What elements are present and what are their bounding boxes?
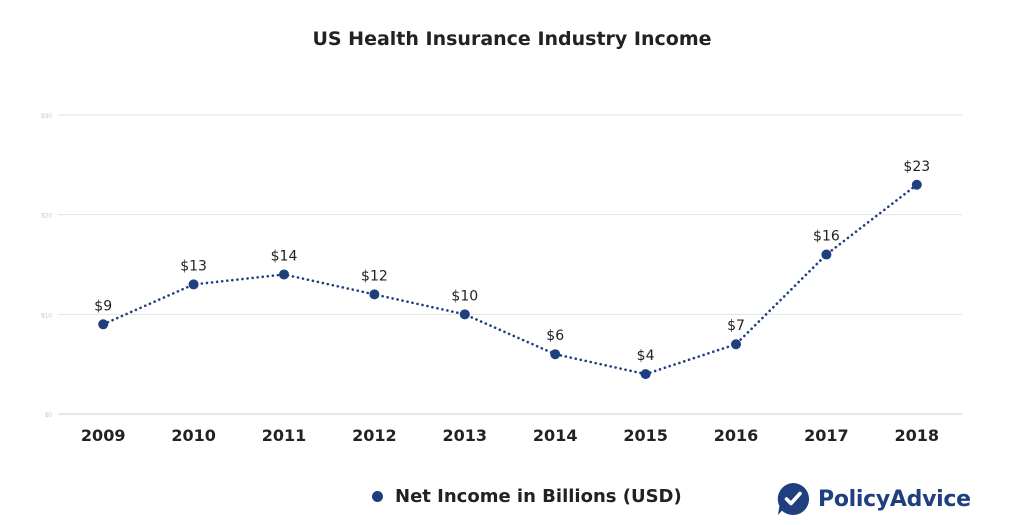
data-point — [279, 269, 289, 280]
data-label: $6 — [546, 328, 564, 344]
data-point — [98, 319, 109, 330]
x-tick-label: 2017 — [804, 426, 849, 445]
x-tick-label: 2011 — [262, 426, 307, 445]
y-tick-label: $0 — [45, 412, 53, 419]
legend-marker — [372, 491, 383, 502]
legend-label: Net Income in Billions (USD) — [395, 486, 682, 507]
data-label: $9 — [94, 298, 112, 314]
data-point — [369, 289, 380, 300]
y-tick-label: $10 — [41, 312, 52, 319]
data-point — [731, 339, 741, 350]
y-tick-label: $30 — [41, 113, 52, 120]
chart-title: US Health Insurance Industry Income — [312, 28, 712, 50]
x-tick-label: 2018 — [895, 426, 940, 445]
data-label: $4 — [637, 348, 655, 364]
data-label: $10 — [451, 288, 478, 304]
data-point — [550, 349, 561, 360]
brand-name: PolicyAdvice — [818, 486, 971, 512]
data-label: $12 — [361, 268, 388, 284]
x-tick-label: 2014 — [533, 426, 578, 445]
data-label: $13 — [180, 258, 207, 274]
data-point — [911, 179, 922, 190]
data-label: $16 — [813, 229, 840, 245]
y-tick-label: $20 — [41, 213, 52, 220]
legend: Net Income in Billions (USD) — [372, 486, 682, 507]
brand: PolicyAdvice — [776, 482, 971, 516]
data-point — [640, 369, 651, 380]
data-label: $7 — [727, 318, 745, 334]
x-tick-label: 2016 — [714, 426, 759, 445]
data-label: $23 — [903, 159, 930, 175]
series-line — [101, 183, 919, 376]
data-label: $14 — [271, 248, 298, 264]
x-tick-label: 2013 — [443, 426, 488, 445]
data-point — [821, 249, 832, 260]
x-tick-label: 2012 — [352, 426, 397, 445]
x-tick-label: 2015 — [623, 426, 668, 445]
line-chart: $0 $10 $20 $30 2009 2010 2011 2012 2013 2014 2015 2… — [41, 113, 962, 445]
x-tick-label: 2009 — [81, 426, 126, 445]
x-tick-label: 2010 — [171, 426, 216, 445]
data-point — [459, 309, 470, 320]
policyadvice-logo-icon — [777, 483, 810, 515]
data-point — [188, 279, 199, 290]
